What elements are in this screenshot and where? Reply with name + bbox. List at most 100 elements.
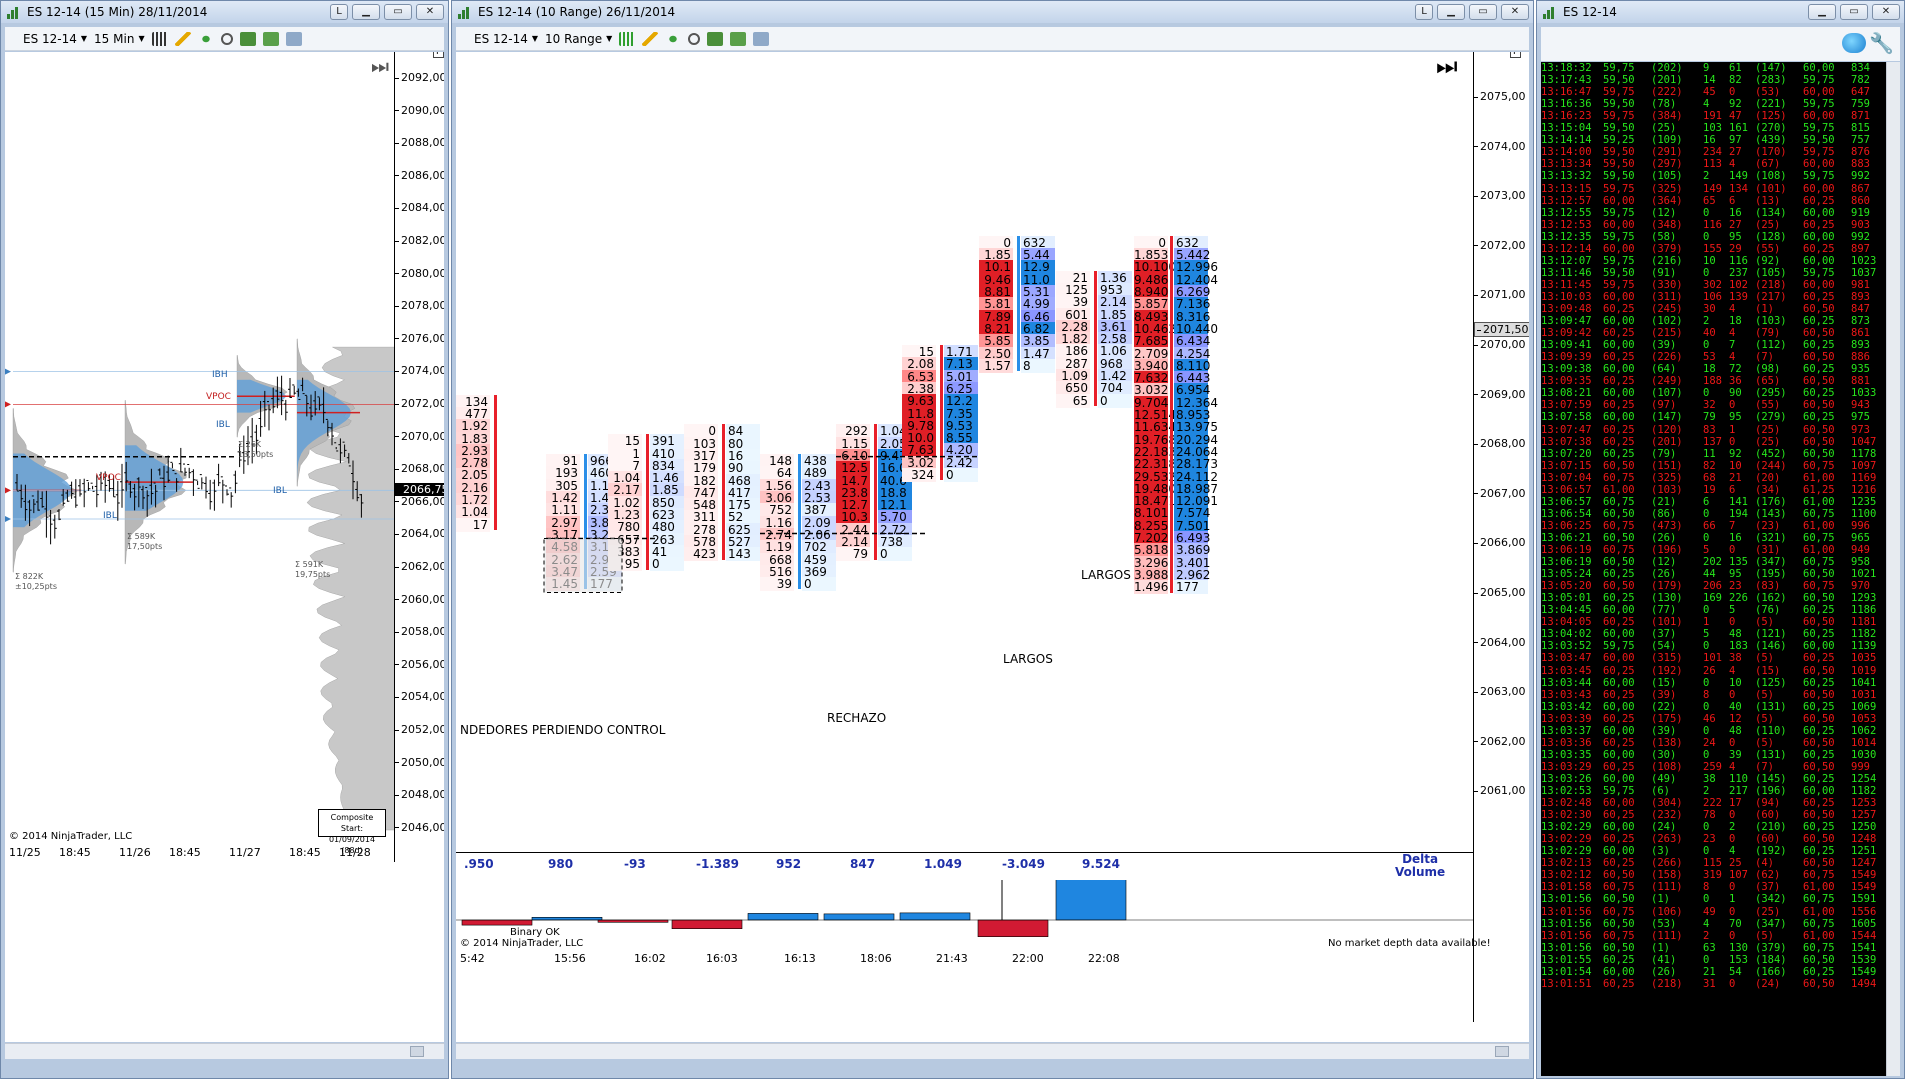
left-chart-panel[interactable]: 2092,00 2090,00 2088,00 2086,00 2084,00 2082,… xyxy=(5,52,444,1042)
ts-row[interactable]: 13:03:36 60,25 (138) 24 0 (5) 60,50 1014 xyxy=(1541,737,1885,749)
format-toggle[interactable]: F xyxy=(433,52,444,58)
maximize-button[interactable]: ▭ xyxy=(1469,4,1497,20)
ts-row[interactable]: 13:12:57 60,00 (364) 65 6 (13) 60,25 860 xyxy=(1541,195,1885,207)
ts-row[interactable]: 13:03:52 59,75 (54) 0 183 (146) 60,00 1139 xyxy=(1541,640,1885,652)
ts-row[interactable]: 13:12:35 59,75 (58) 0 95 (128) 60,00 992 xyxy=(1541,231,1885,243)
zoom-icon[interactable] xyxy=(688,32,701,45)
close-button[interactable]: ✕ xyxy=(1872,4,1900,20)
ts-row[interactable]: 13:03:42 60,00 (22) 0 40 (131) 60,25 1069 xyxy=(1541,701,1885,713)
ts-row[interactable]: 13:06:57 60,75 (21) 6 141 (176) 61,00 1235 xyxy=(1541,496,1885,508)
minimize-button[interactable]: ▁ xyxy=(1808,4,1836,20)
ts-row[interactable]: 13:07:47 60,25 (120) 83 1 (25) 60,50 973 xyxy=(1541,424,1885,436)
ts-row[interactable]: 13:06:54 60,50 (86) 0 194 (143) 60,75 1100 xyxy=(1541,508,1885,520)
ts-row[interactable]: 13:09:42 60,25 (215) 40 4 (79) 60,50 861 xyxy=(1541,327,1885,339)
close-button[interactable]: ✕ xyxy=(1501,4,1529,20)
ts-row[interactable]: 13:07:20 60,25 (79) 11 92 (452) 60,50 1178 xyxy=(1541,448,1885,460)
ts-row[interactable]: 13:16:47 59,75 (222) 45 0 (53) 60,00 647 xyxy=(1541,86,1885,98)
ts-row[interactable]: 13:08:21 60,00 (107) 0 90 (295) 60,25 1033 xyxy=(1541,387,1885,399)
ts-row[interactable]: 13:13:34 59,50 (297) 113 4 (67) 60,00 883 xyxy=(1541,158,1885,170)
ts-titlebar[interactable]: ES 12-14 ▁ ▭ ✕ xyxy=(1537,1,1904,23)
link-button[interactable]: L xyxy=(1415,4,1433,20)
ts-row[interactable]: 13:10:03 60,00 (311) 106 139 (217) 60,25 893 xyxy=(1541,291,1885,303)
ts-row[interactable]: 13:05:01 60,25 (130) 169 226 (162) 60,50 1293 xyxy=(1541,592,1885,604)
ts-row[interactable]: 13:03:39 60,25 (175) 46 12 (5) 60,50 1053 xyxy=(1541,713,1885,725)
strategies-icon[interactable] xyxy=(262,31,279,46)
ts-row[interactable]: 13:04:45 60,00 (77) 0 5 (76) 60,25 1186 xyxy=(1541,604,1885,616)
ts-row[interactable]: 13:01:56 60,50 (53) 4 70 (347) 60,75 1605 xyxy=(1541,918,1885,930)
skip-to-end-icon[interactable]: ⏭ xyxy=(1436,52,1458,80)
indicators-icon[interactable] xyxy=(239,31,256,46)
minimize-button[interactable]: ▁ xyxy=(1437,4,1465,20)
ts-row[interactable]: 13:09:38 60,00 (64) 18 72 (98) 60,25 935 xyxy=(1541,363,1885,375)
ts-row[interactable]: 13:16:23 59,75 (384) 191 47 (125) 60,00 871 xyxy=(1541,110,1885,122)
ts-row[interactable]: 13:04:02 60,00 (37) 5 48 (121) 60,25 1182 xyxy=(1541,628,1885,640)
ts-row[interactable]: 13:15:04 59,50 (25) 103 161 (270) 59,75 815 xyxy=(1541,122,1885,134)
time-sales-list[interactable]: 13:18:32 59,75 (202) 9 61 (147) 60,00 834 13:17:… xyxy=(1541,62,1886,1076)
ts-row[interactable]: 13:01:56 60,75 (106) 49 0 (25) 61,00 1556 xyxy=(1541,906,1885,918)
ts-row[interactable]: 13:09:47 60,00 (102) 2 18 (103) 60,25 873 xyxy=(1541,315,1885,327)
close-button[interactable]: ✕ xyxy=(416,4,444,20)
ts-row[interactable]: 13:02:30 60,25 (232) 78 0 (60) 60,50 1257 xyxy=(1541,809,1885,821)
instrument-selector[interactable]: ES 12-14 ▼ xyxy=(23,31,88,46)
ts-row[interactable]: 13:03:44 60,00 (15) 0 10 (125) 60,25 1041 xyxy=(1541,677,1885,689)
ts-row[interactable]: 13:18:32 59,75 (202) 9 61 (147) 60,00 834 xyxy=(1541,62,1885,74)
ts-row[interactable]: 13:07:04 60,75 (325) 68 21 (20) 61,00 1169 xyxy=(1541,472,1885,484)
ts-row[interactable]: 13:12:07 59,75 (216) 10 116 (92) 60,00 1023 xyxy=(1541,255,1885,267)
ts-row[interactable]: 13:09:41 60,00 (39) 0 7 (112) 60,25 893 xyxy=(1541,339,1885,351)
mid-price-axis[interactable]: 2075,00 2074,00 2073,00 2072,00 2071,00 2070,… xyxy=(1473,52,1529,1022)
ts-row[interactable]: 13:03:43 60,25 (39) 8 0 (5) 60,50 1031 xyxy=(1541,689,1885,701)
ts-row[interactable]: 13:02:53 59,75 (6) 2 217 (196) 60,00 1182 xyxy=(1541,785,1885,797)
wrench-icon[interactable]: 🔧 xyxy=(1869,31,1894,55)
pencil-icon[interactable] xyxy=(642,31,659,46)
ts-row[interactable]: 13:12:55 59,75 (12) 0 16 (134) 60,00 919 xyxy=(1541,207,1885,219)
ts-row[interactable]: 13:03:45 60,25 (192) 26 4 (15) 60,50 1019 xyxy=(1541,665,1885,677)
left-hscroll[interactable] xyxy=(5,1043,444,1059)
mid-hscroll[interactable] xyxy=(456,1043,1529,1059)
left-titlebar[interactable]: ES 12-14 (15 Min) 28/11/2014 L ▁ ▭ ✕ xyxy=(1,1,448,23)
interval-selector[interactable]: 10 Range ▼ xyxy=(545,31,613,46)
instrument-selector[interactable]: ES 12-14 ▼ xyxy=(474,31,539,46)
ts-row[interactable]: 13:12:14 60,00 (379) 155 29 (55) 60,25 897 xyxy=(1541,243,1885,255)
ts-row[interactable]: 13:06:21 60,50 (26) 0 16 (321) 60,75 965 xyxy=(1541,532,1885,544)
left-price-axis[interactable]: 2092,00 2090,00 2088,00 2086,00 2084,00 2082,… xyxy=(394,52,444,862)
ts-row[interactable]: 13:14:00 59,50 (291) 234 27 (170) 59,75 876 xyxy=(1541,146,1885,158)
ts-row[interactable]: 13:05:24 60,25 (26) 44 95 (195) 60,50 1021 xyxy=(1541,568,1885,580)
bar-type-icon[interactable] xyxy=(619,31,636,46)
ts-row[interactable]: 13:03:26 60,00 (49) 38 110 (145) 60,25 1254 xyxy=(1541,773,1885,785)
ts-row[interactable]: 13:01:58 60,75 (111) 8 0 (37) 61,00 1549 xyxy=(1541,881,1885,893)
ts-row[interactable]: 13:06:57 61,00 (103) 19 6 (34) 61,25 1216 xyxy=(1541,484,1885,496)
ts-row[interactable]: 13:09:39 60,25 (226) 53 4 (7) 60,50 886 xyxy=(1541,351,1885,363)
properties-icon[interactable] xyxy=(285,31,302,46)
ts-row[interactable]: 13:17:43 59,50 (201) 14 82 (283) 59,75 782 xyxy=(1541,74,1885,86)
ts-vscroll[interactable] xyxy=(1886,62,1900,1076)
ts-row[interactable]: 13:09:48 60,25 (245) 30 4 (1) 60,50 847 xyxy=(1541,303,1885,315)
ts-row[interactable]: 13:07:15 60,50 (151) 82 10 (244) 60,75 1097 xyxy=(1541,460,1885,472)
ts-row[interactable]: 13:06:25 60,75 (473) 66 7 (23) 61,00 996 xyxy=(1541,520,1885,532)
zoom-icon[interactable] xyxy=(220,32,233,45)
strategies-icon[interactable] xyxy=(730,31,747,46)
maximize-button[interactable]: ▭ xyxy=(384,4,412,20)
ts-row[interactable]: 13:05:20 60,50 (179) 206 23 (83) 60,75 970 xyxy=(1541,580,1885,592)
ts-row[interactable]: 13:07:58 60,00 (147) 79 95 (279) 60,25 975 xyxy=(1541,411,1885,423)
bar-type-icon[interactable] xyxy=(151,31,168,46)
ts-row[interactable]: 13:07:38 60,25 (201) 137 0 (25) 60,50 1047 xyxy=(1541,436,1885,448)
ts-row[interactable]: 13:03:47 60,00 (315) 101 38 (5) 60,25 1035 xyxy=(1541,652,1885,664)
skip-to-end-icon[interactable]: ⏭ xyxy=(371,54,389,78)
indicators-icon[interactable] xyxy=(707,31,724,46)
ts-row[interactable]: 13:02:13 60,25 (266) 115 25 (4) 60,50 1247 xyxy=(1541,857,1885,869)
ts-row[interactable]: 13:01:54 60,00 (26) 21 54 (166) 60,25 1549 xyxy=(1541,966,1885,978)
ts-row[interactable]: 13:02:48 60,00 (304) 222 17 (94) 60,25 1253 xyxy=(1541,797,1885,809)
interval-selector[interactable]: 15 Min ▼ xyxy=(94,31,145,46)
maximize-button[interactable]: ▭ xyxy=(1840,4,1868,20)
format-toggle[interactable]: F xyxy=(1510,52,1522,58)
ts-row[interactable]: 13:01:56 60,50 (1) 63 130 (379) 60,75 1541 xyxy=(1541,942,1885,954)
ts-row[interactable]: 13:01:56 60,75 (111) 2 0 (5) 61,00 1544 xyxy=(1541,930,1885,942)
pencil-icon[interactable] xyxy=(174,31,191,46)
ts-row[interactable]: 13:13:15 59,75 (325) 149 134 (101) 60,00 867 xyxy=(1541,183,1885,195)
ts-row[interactable]: 13:03:35 60,00 (30) 0 39 (131) 60,25 1030 xyxy=(1541,749,1885,761)
ts-row[interactable]: 13:16:36 59,50 (78) 4 92 (221) 59,75 759 xyxy=(1541,98,1885,110)
minimize-button[interactable]: ▁ xyxy=(352,4,380,20)
ts-row[interactable]: 13:01:56 60,50 (1) 0 1 (342) 60,75 1591 xyxy=(1541,893,1885,905)
ts-row[interactable]: 13:11:45 59,75 (330) 302 102 (218) 60,00 981 xyxy=(1541,279,1885,291)
chat-icon[interactable] xyxy=(1842,33,1866,53)
